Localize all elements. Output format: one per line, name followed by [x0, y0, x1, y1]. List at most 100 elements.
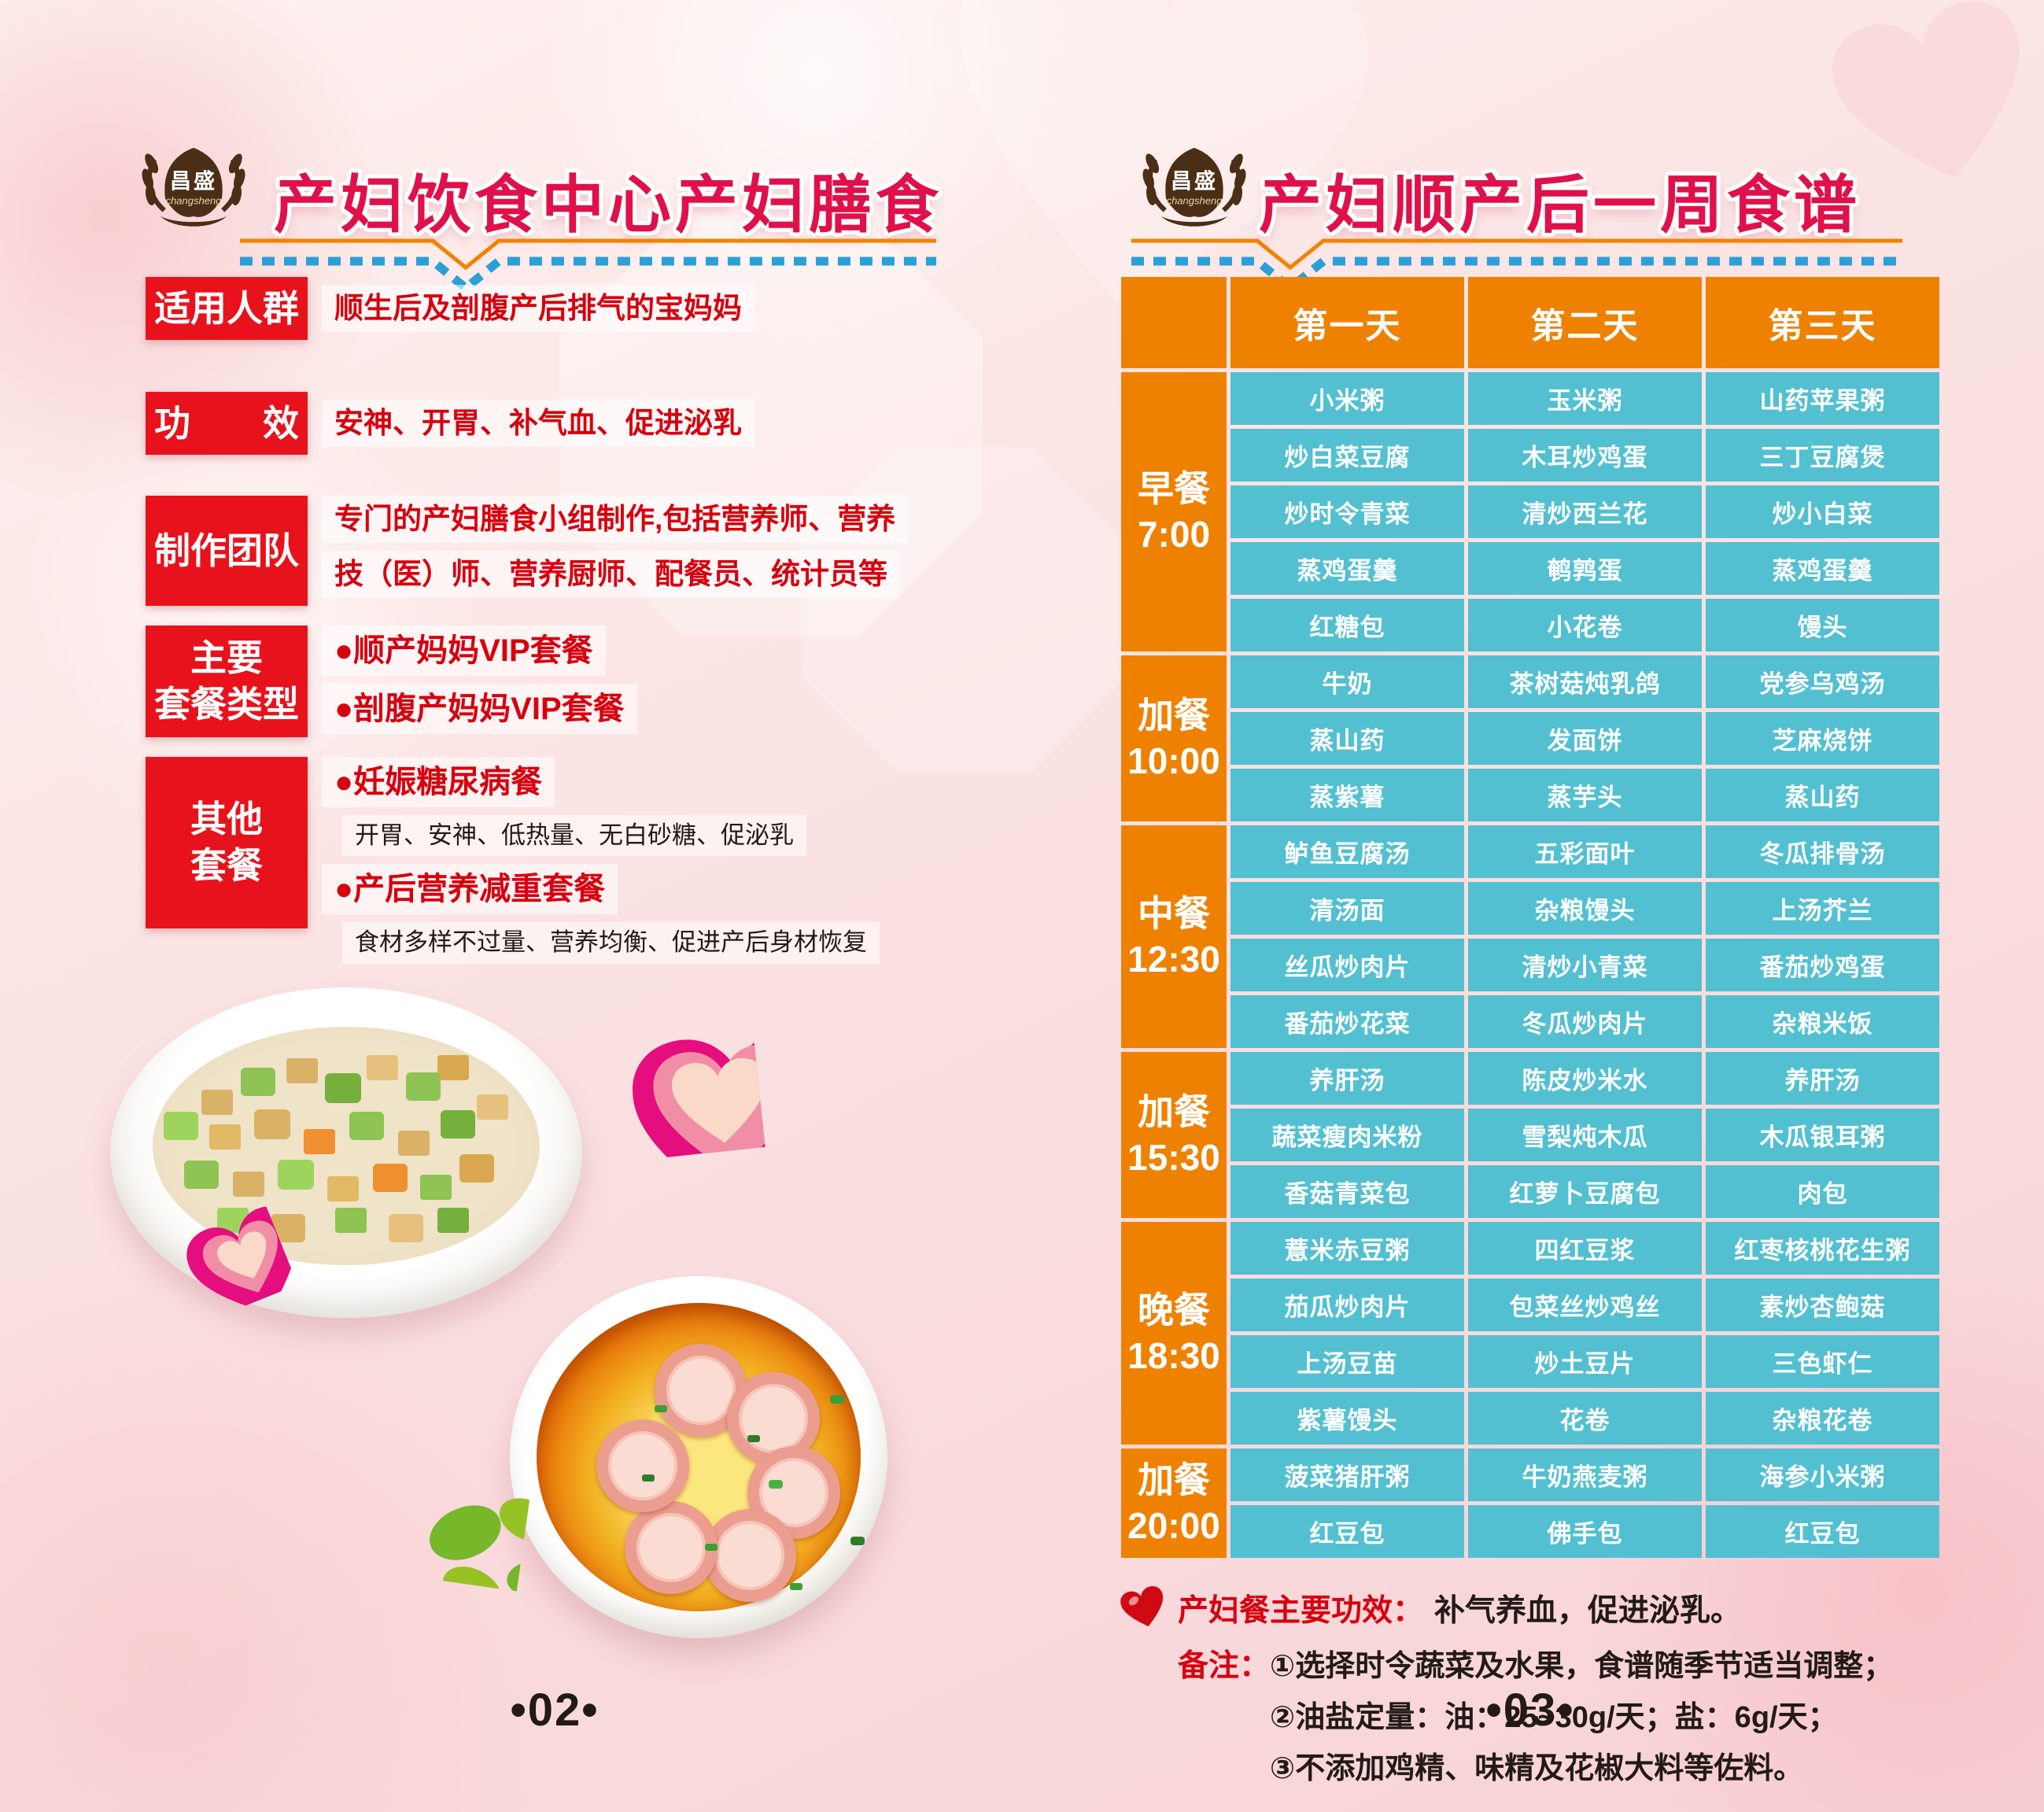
section-label: 制作团队 — [146, 496, 308, 606]
dish-cell: 炒时令青菜 — [1230, 485, 1464, 538]
dish-cell: 炒土豆片 — [1468, 1335, 1702, 1388]
diced-vegetables — [201, 1090, 233, 1116]
dish-cell: 冬瓜炒肉片 — [1468, 995, 1702, 1048]
meal-name: 早餐 — [1138, 468, 1210, 509]
section-lines: ●妊娠糖尿病餐 开胃、安神、低热量、无白砂糖、促泌乳 ●产后营养减重套餐 食材多样不过… — [322, 757, 880, 964]
title-underline — [1131, 238, 1902, 291]
green-clover-icon — [392, 1457, 533, 1592]
day-header-cell: 第三天 — [1706, 277, 1939, 368]
dish-cell: 玉米粥 — [1468, 372, 1702, 425]
dish-cell: 佛手包 — [1468, 1505, 1702, 1558]
dish-cell: 红枣核桃花生粥 — [1706, 1222, 1939, 1275]
dish-cell: 四红豆浆 — [1468, 1222, 1702, 1275]
pink-heart-icon — [620, 1028, 766, 1161]
scallion-bits — [655, 1405, 667, 1412]
dish-cell: 薏米赤豆粥 — [1230, 1222, 1464, 1275]
section-row: 适用人群 顺生后及剖腹产后排气的宝妈妈 — [146, 277, 755, 340]
meal-time: 20:00 — [1127, 1504, 1220, 1546]
dish-cell: 红糖包 — [1230, 599, 1464, 651]
dish-cell: 花卷 — [1468, 1392, 1702, 1445]
dish-cell: 芝麻烧饼 — [1706, 712, 1939, 765]
dish-cell: 清汤面 — [1230, 882, 1464, 935]
dish-cell: 肉包 — [1706, 1165, 1939, 1218]
dish-cell: 杂粮米饭 — [1706, 995, 1939, 1048]
tofu-celery-dish-photo — [110, 987, 582, 1318]
brand-logo-text: 昌盛 — [1171, 169, 1218, 194]
remark-line: ③不添加鸡精、味精及花椒大料等佐料。 — [1270, 1752, 1804, 1785]
dish-cell: 陈皮炒米水 — [1468, 1052, 1702, 1105]
soup-broth — [537, 1303, 861, 1611]
dish-cell: 海参小米粥 — [1706, 1448, 1939, 1501]
dish-cell: 清炒小青菜 — [1468, 939, 1702, 991]
brand-logo-script: changsheng — [1166, 194, 1223, 207]
day-header-cell: 第二天 — [1468, 277, 1702, 368]
section-label: 适用人群 — [146, 277, 308, 340]
section-line: 顺生后及剖腹产后排气的宝妈妈 — [322, 284, 755, 333]
dish-cell: 包菜丝炒鸡丝 — [1468, 1279, 1702, 1331]
dish-cell: 炒白菜豆腐 — [1230, 429, 1464, 482]
section-line: ●产后营养减重套餐 — [322, 864, 618, 915]
brand-logo-text: 昌盛 — [170, 169, 217, 194]
section-row: 其他 套餐 ●妊娠糖尿病餐 开胃、安神、低热量、无白砂糖、促泌乳 ●产后营养减重套餐食… — [146, 757, 880, 964]
title-underline — [240, 238, 936, 291]
dish-cell: 蒸紫薯 — [1230, 769, 1464, 821]
remarks-label: 备注： — [1178, 1649, 1271, 1683]
section-line: ●妊娠糖尿病餐 — [322, 757, 555, 807]
dish-cell: 杂粮馒头 — [1468, 882, 1702, 935]
dish-cell: 发面饼 — [1468, 712, 1702, 765]
dish-cell: 冬瓜排骨汤 — [1706, 825, 1939, 878]
dish-cell: 牛奶 — [1230, 655, 1464, 708]
dish-cell: 三色虾仁 — [1706, 1335, 1939, 1388]
meal-time: 10:00 — [1127, 740, 1220, 781]
dish-cell: 蒸芋头 — [1468, 769, 1702, 821]
section-label: 主要 套餐类型 — [146, 626, 308, 737]
meal-name: 中餐 — [1138, 893, 1210, 934]
dish-contents — [153, 1027, 540, 1265]
dish-cell: 蒸鸡蛋羹 — [1706, 542, 1939, 595]
dish-cell: 三丁豆腐煲 — [1706, 429, 1939, 482]
dish-cell: 丝瓜炒肉片 — [1230, 939, 1464, 991]
shrimp — [703, 1509, 796, 1602]
section-lines: 专门的产妇膳食小组制作,包括营养师、营养 技（医）师、营养厨师、配餐员、统计员等 — [322, 496, 909, 599]
dish-cell: 小花卷 — [1468, 599, 1702, 651]
section-line: ●剖腹产妈妈VIP套餐 — [322, 684, 637, 734]
meal-name: 晚餐 — [1138, 1290, 1210, 1330]
footer-notes: 产妇餐主要功效： 补气养血，促进泌乳。 备注： ①选择时令蔬菜及水果，食谱随季节… — [1121, 1586, 1955, 1787]
meal-label-cell: 加餐 15:30 — [1121, 1052, 1227, 1218]
dish-cell: 茶树菇炖乳鸽 — [1468, 655, 1702, 708]
remark-line: ②油盐定量：油：25~30g/天；盐：6g/天； — [1270, 1701, 1838, 1734]
section-label: 功 效 — [146, 392, 308, 455]
left-page-number: •02• — [510, 1685, 600, 1736]
dish-cell: 番茄炒鸡蛋 — [1706, 939, 1939, 991]
effect-text: 补气养血，促进泌乳。 — [1434, 1594, 1742, 1628]
dish-cell: 馒头 — [1706, 599, 1939, 651]
brand-logo-script: changsheng — [165, 194, 222, 207]
section-lines: ●顺产妈妈VIP套餐 ●剖腹产妈妈VIP套餐 — [322, 626, 637, 734]
table-corner-cell — [1121, 277, 1227, 368]
meal-time: 18:30 — [1127, 1334, 1220, 1376]
red-heart-icon — [1116, 1582, 1171, 1634]
effect-label: 产妇餐主要功效： — [1178, 1594, 1424, 1628]
meal-label-cell: 加餐 20:00 — [1121, 1448, 1227, 1558]
section-row: 制作团队 专门的产妇膳食小组制作,包括营养师、营养 技（医）师、营养厨师、配餐员、统… — [146, 496, 909, 606]
dish-cell: 蒸鸡蛋羹 — [1230, 542, 1464, 595]
section-line: ●顺产妈妈VIP套餐 — [322, 626, 606, 676]
remark-line: ①选择时令蔬菜及水果，食谱随季节适当调整； — [1270, 1650, 1894, 1683]
remarks-list: ①选择时令蔬菜及水果，食谱随季节适当调整； ②油盐定量：油：25~30g/天；盐：… — [1270, 1641, 1893, 1787]
dish-cell: 木瓜银耳粥 — [1706, 1109, 1939, 1161]
dish-cell: 小米粥 — [1230, 372, 1464, 425]
remarks-note: 备注： ①选择时令蔬菜及水果，食谱随季节适当调整； ②油盐定量：油：25~30g/… — [1121, 1641, 1955, 1787]
dish-cell: 雪梨炖木瓜 — [1468, 1109, 1702, 1161]
meal-time: 12:30 — [1127, 938, 1220, 980]
dish-cell: 牛奶燕麦粥 — [1468, 1448, 1702, 1501]
dish-cell: 红豆包 — [1706, 1505, 1939, 1558]
section-line: 开胃、安神、低热量、无白砂糖、促泌乳 — [342, 815, 806, 857]
dish-cell: 红豆包 — [1230, 1505, 1464, 1558]
section-row: 功 效安神、开胃、补气血、促进泌乳 — [146, 392, 755, 455]
right-page-title: 产妇顺产后一周食谱 — [1259, 170, 1861, 240]
right-page-number: •03• — [1485, 1685, 1575, 1736]
meal-time: 15:30 — [1127, 1136, 1220, 1178]
dish-cell: 养肝汤 — [1230, 1052, 1464, 1105]
dish-cell: 蒸山药 — [1706, 769, 1939, 821]
